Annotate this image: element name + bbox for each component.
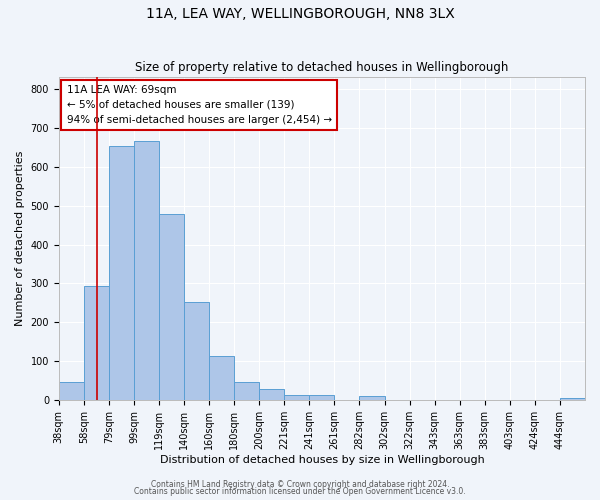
Bar [159, 214, 184, 400]
Bar [134, 142, 159, 400]
Text: 11A LEA WAY: 69sqm
← 5% of detached houses are smaller (139)
94% of semi-detache: 11A LEA WAY: 69sqm ← 5% of detached hous… [67, 85, 332, 124]
Bar [359, 396, 385, 400]
Bar [234, 382, 259, 400]
Bar [310, 395, 334, 400]
Bar [560, 398, 585, 400]
Bar [184, 302, 209, 400]
Title: Size of property relative to detached houses in Wellingborough: Size of property relative to detached ho… [135, 62, 509, 74]
Bar [109, 146, 134, 400]
Bar [259, 390, 284, 400]
Bar [284, 395, 310, 400]
Text: 11A, LEA WAY, WELLINGBOROUGH, NN8 3LX: 11A, LEA WAY, WELLINGBOROUGH, NN8 3LX [146, 8, 454, 22]
Bar [209, 356, 234, 401]
X-axis label: Distribution of detached houses by size in Wellingborough: Distribution of detached houses by size … [160, 455, 484, 465]
Bar [59, 382, 84, 400]
Text: Contains HM Land Registry data © Crown copyright and database right 2024.: Contains HM Land Registry data © Crown c… [151, 480, 449, 489]
Text: Contains public sector information licensed under the Open Government Licence v3: Contains public sector information licen… [134, 487, 466, 496]
Bar [84, 286, 109, 401]
Y-axis label: Number of detached properties: Number of detached properties [15, 151, 25, 326]
